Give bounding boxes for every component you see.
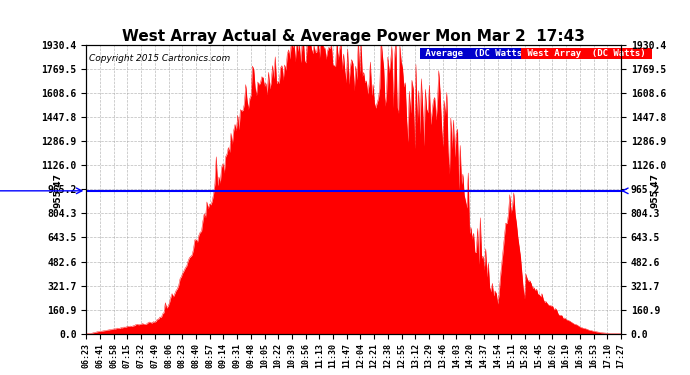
Text: West Array  (DC Watts): West Array (DC Watts) — [522, 50, 651, 58]
Text: 955.47: 955.47 — [651, 173, 660, 208]
Text: 955.47: 955.47 — [53, 173, 62, 208]
Text: Average  (DC Watts): Average (DC Watts) — [420, 50, 533, 58]
Title: West Array Actual & Average Power Mon Mar 2  17:43: West Array Actual & Average Power Mon Ma… — [122, 29, 585, 44]
Text: Copyright 2015 Cartronics.com: Copyright 2015 Cartronics.com — [89, 54, 230, 63]
